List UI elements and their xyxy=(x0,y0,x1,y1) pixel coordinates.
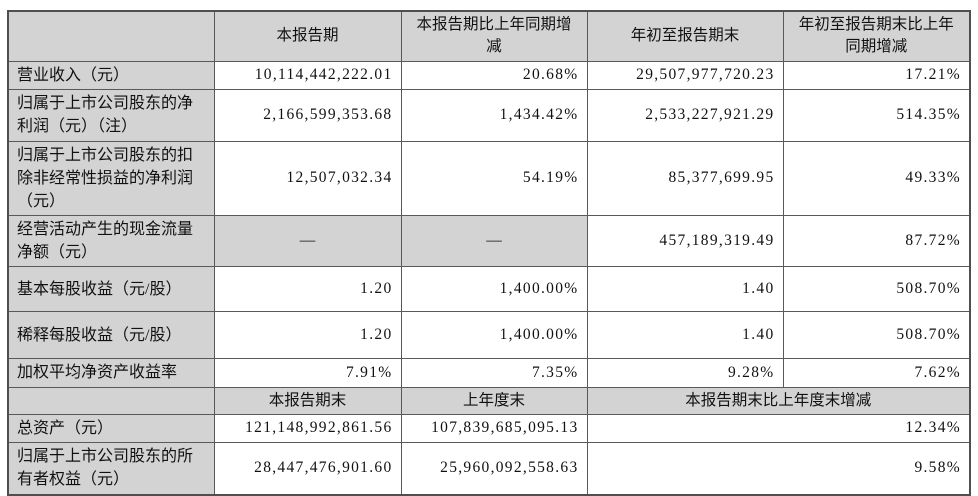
cell-value: 85,377,699.95 xyxy=(586,140,784,217)
cell-value: 7.62% xyxy=(782,358,971,388)
cell-value: 25,960,092,558.63 xyxy=(400,442,588,496)
row-label: 稀释每股收益（元/股） xyxy=(7,311,215,360)
header-corner-cell xyxy=(7,386,215,416)
table-row-owners-equity: 归属于上市公司股东的所有者权益（元） 28,447,476,901.60 25,… xyxy=(7,442,971,496)
cell-value: 20.68% xyxy=(400,60,588,91)
cell-value: 10,114,442,222.01 xyxy=(213,60,402,91)
row-label: 总资产（元） xyxy=(7,414,215,444)
table-header-row: 本报告期 本报告期比上年同期增减 年初至报告期末 年初至报告期末比上年同期增减 xyxy=(7,10,971,62)
cell-value: 457,189,319.49 xyxy=(586,215,784,268)
cell-value: 508.70% xyxy=(782,266,971,313)
cell-value: 2,166,599,353.68 xyxy=(213,89,402,142)
cell-value: 1.20 xyxy=(213,311,402,360)
cell-value: 121,148,992,861.56 xyxy=(213,414,402,444)
cell-value: 1,400.00% xyxy=(400,266,588,313)
row-label: 归属于上市公司股东的净利润（元）（注） xyxy=(7,89,215,142)
cell-value: 87.72% xyxy=(782,215,971,268)
table-row-weighted-roe: 加权平均净资产收益率 7.91% 7.35% 9.28% 7.62% xyxy=(7,358,971,388)
table-row-operating-cash-flow: 经营活动产生的现金流量净额（元） — — 457,189,319.49 87.7… xyxy=(7,215,971,268)
cell-value: 107,839,685,095.13 xyxy=(400,414,588,444)
cell-value: 12,507,032.34 xyxy=(213,140,402,217)
table-row-net-profit: 归属于上市公司股东的净利润（元）（注） 2,166,599,353.68 1,4… xyxy=(7,89,971,142)
cell-value: 1.40 xyxy=(586,311,784,360)
row-label: 营业收入（元） xyxy=(7,60,215,91)
cell-value: 7.91% xyxy=(213,358,402,388)
header-ytd-yoy: 年初至报告期末比上年同期增减 xyxy=(782,10,971,62)
cell-value: 28,447,476,901.60 xyxy=(213,442,402,496)
row-label: 归属于上市公司股东的所有者权益（元） xyxy=(7,442,215,496)
table-row-diluted-eps: 稀释每股收益（元/股） 1.20 1,400.00% 1.40 508.70% xyxy=(7,311,971,360)
cell-value: 1.40 xyxy=(586,266,784,313)
cell-value: 2,533,227,921.29 xyxy=(586,89,784,142)
header-period-end-vs-prior: 本报告期末比上年度末增减 xyxy=(586,386,971,416)
header-ytd: 年初至报告期末 xyxy=(586,10,784,62)
cell-value: 514.35% xyxy=(782,89,971,142)
cell-value: 12.34% xyxy=(586,414,971,444)
financial-summary-table: 本报告期 本报告期比上年同期增减 年初至报告期末 年初至报告期末比上年同期增减 … xyxy=(7,10,971,496)
table-row-total-assets: 总资产（元） 121,148,992,861.56 107,839,685,09… xyxy=(7,414,971,444)
cell-value: 29,507,977,720.23 xyxy=(586,60,784,91)
cell-value: 9.28% xyxy=(586,358,784,388)
row-label: 归属于上市公司股东的扣除非经常性损益的净利润（元） xyxy=(7,140,215,217)
table-row-net-profit-deducted: 归属于上市公司股东的扣除非经常性损益的净利润（元） 12,507,032.34 … xyxy=(7,140,971,217)
cell-value: 1.20 xyxy=(213,266,402,313)
cell-value: 9.58% xyxy=(586,442,971,496)
row-label: 经营活动产生的现金流量净额（元） xyxy=(7,215,215,268)
row-label: 基本每股收益（元/股） xyxy=(7,266,215,313)
header-corner-cell xyxy=(7,10,215,62)
table-row-revenue: 营业收入（元） 10,114,442,222.01 20.68% 29,507,… xyxy=(7,60,971,91)
header-current-period: 本报告期 xyxy=(213,10,402,62)
header-current-period-yoy: 本报告期比上年同期增减 xyxy=(400,10,588,62)
report-page: 本报告期 本报告期比上年同期增减 年初至报告期末 年初至报告期末比上年同期增减 … xyxy=(7,10,971,496)
cell-value: 54.19% xyxy=(400,140,588,217)
cell-value: 17.21% xyxy=(782,60,971,91)
row-label: 加权平均净资产收益率 xyxy=(7,358,215,388)
table-header-row-section2: 本报告期末 上年度末 本报告期末比上年度末增减 xyxy=(7,386,971,416)
table-row-basic-eps: 基本每股收益（元/股） 1.20 1,400.00% 1.40 508.70% xyxy=(7,266,971,313)
cell-value: 49.33% xyxy=(782,140,971,217)
cell-value: 7.35% xyxy=(400,358,588,388)
cell-value-na: — xyxy=(213,215,402,268)
cell-value: 508.70% xyxy=(782,311,971,360)
cell-value: 1,434.42% xyxy=(400,89,588,142)
header-prior-year-end: 上年度末 xyxy=(400,386,588,416)
cell-value-na: — xyxy=(400,215,588,268)
header-period-end: 本报告期末 xyxy=(213,386,402,416)
cell-value: 1,400.00% xyxy=(400,311,588,360)
